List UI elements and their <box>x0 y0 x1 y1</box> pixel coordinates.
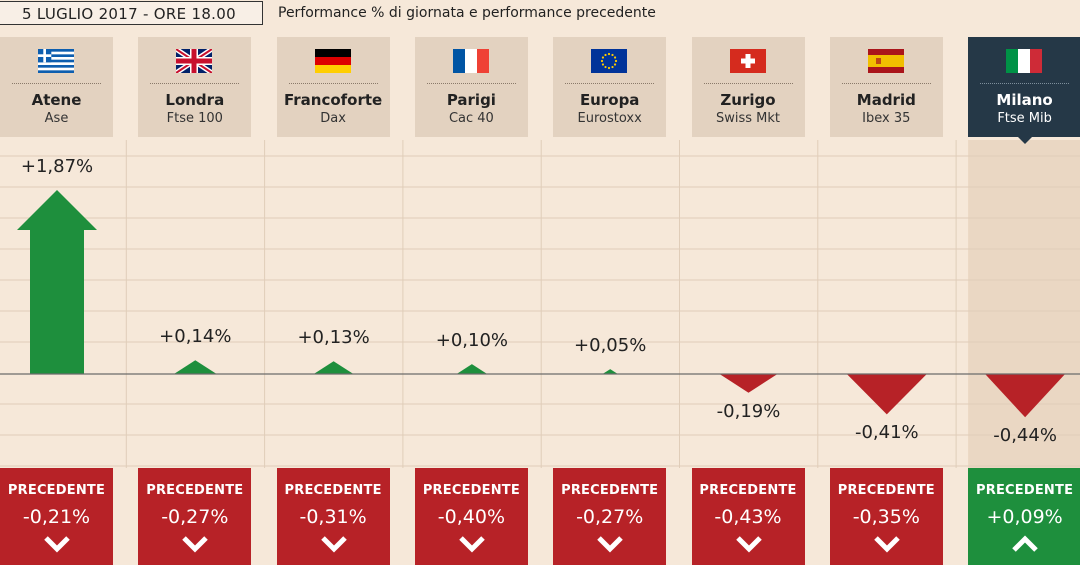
value-label-europa: +0,05% <box>574 335 647 357</box>
chart-subtitle: Performance % di giornata e performance … <box>278 5 656 21</box>
market-card-francoforte: Francoforte Dax <box>276 37 390 137</box>
previous-value: -0,40% <box>437 506 505 528</box>
card-divider <box>565 83 655 84</box>
switzerland-flag-icon <box>729 49 766 73</box>
city-name: Zurigo <box>720 91 776 109</box>
uk-flag-icon <box>176 49 213 73</box>
previous-value: -0,35% <box>852 506 920 528</box>
value-label-zurigo: -0,19% <box>716 400 781 422</box>
city-name: Londra <box>165 91 225 109</box>
date-time-label: 5 LUGLIO 2017 - ORE 18.00 <box>0 1 263 25</box>
previous-label: PRECEDENTE <box>976 483 1074 498</box>
previous-value: +0,09% <box>986 506 1063 528</box>
arrow-madrid <box>846 374 927 415</box>
value-label-francoforte: +0,13% <box>297 327 370 349</box>
chevron-down-icon <box>597 536 623 553</box>
previous-label: PRECEDENTE <box>7 483 106 498</box>
index-name: Cac 40 <box>448 111 494 126</box>
card-divider <box>703 83 793 84</box>
chevron-up-icon <box>1012 535 1038 552</box>
city-name: Francoforte <box>283 91 383 109</box>
arrow-parigi <box>456 364 488 374</box>
chevron-down-icon <box>44 536 70 553</box>
previous-box-londra: PRECEDENTE -0,27% <box>138 468 252 565</box>
index-name: Swiss Mkt <box>715 111 781 126</box>
arrow-milano <box>985 374 1066 418</box>
index-name: Ftse 100 <box>166 111 223 126</box>
chevron-down-icon <box>459 536 485 553</box>
previous-label: PRECEDENTE <box>284 483 382 498</box>
card-divider <box>426 83 516 84</box>
arrow-francoforte <box>313 361 354 374</box>
city-name: Europa <box>579 91 640 109</box>
greece-flag-icon <box>38 49 74 73</box>
arrow-europa <box>602 369 618 374</box>
city-name: Atene <box>31 91 82 109</box>
chevron-down-icon <box>182 536 209 553</box>
value-label-parigi: +0,10% <box>435 330 509 352</box>
chevron-down-icon <box>874 536 900 553</box>
arrow-zurigo <box>719 374 778 393</box>
previous-value: -0,27% <box>576 506 644 528</box>
city-name: Parigi <box>446 91 496 109</box>
previous-value: -0,27% <box>161 506 229 528</box>
value-label-madrid: -0,41% <box>854 422 919 444</box>
market-card-zurigo: Zurigo Swiss Mkt <box>691 37 805 137</box>
previous-label: PRECEDENTE <box>146 483 244 498</box>
previous-box-milano: PRECEDENTE +0,09% <box>968 468 1080 565</box>
previous-box-zurigo: PRECEDENTE -0,43% <box>691 468 805 565</box>
market-card-europa: Europa Eurostoxx <box>553 37 667 137</box>
card-divider <box>980 83 1070 84</box>
card-divider <box>288 83 378 84</box>
chevron-down-icon <box>320 536 347 553</box>
previous-value: -0,31% <box>299 506 367 528</box>
previous-box-europa: PRECEDENTE -0,27% <box>553 468 667 565</box>
france-flag-icon <box>452 49 489 73</box>
city-name: Milano <box>996 91 1053 109</box>
index-name: Dax <box>320 111 346 126</box>
city-name: Madrid <box>856 91 916 109</box>
spain-flag-icon <box>867 49 904 73</box>
market-card-parigi: Parigi Cac 40 <box>414 37 528 137</box>
previous-box-atene: PRECEDENTE -0,21% <box>0 468 113 565</box>
value-label-milano: -0,44% <box>993 425 1057 447</box>
eu-flag-icon <box>591 49 628 73</box>
chevron-down-icon <box>735 536 762 553</box>
germany-flag-icon <box>314 49 351 73</box>
value-label-londra: +0,14% <box>159 326 232 348</box>
value-label-atene: +1,87% <box>20 156 94 177</box>
previous-value: -0,43% <box>714 506 782 528</box>
highlight-notch <box>1018 137 1033 144</box>
previous-value: -0,21% <box>22 506 91 528</box>
previous-box-francoforte: PRECEDENTE -0,31% <box>276 468 390 565</box>
market-card-milano: Milano Ftse Mib <box>968 37 1080 144</box>
index-name: Eurostoxx <box>577 111 642 126</box>
italy-flag-icon <box>1006 49 1043 73</box>
highlight-column <box>968 140 1080 468</box>
market-card-madrid: Madrid Ibex 35 <box>829 37 943 137</box>
market-card-atene: Atene Ase <box>0 37 113 137</box>
arrow-londra <box>173 360 217 374</box>
card-divider <box>12 83 101 84</box>
previous-box-madrid: PRECEDENTE -0,35% <box>829 468 943 565</box>
previous-label: PRECEDENTE <box>422 483 520 498</box>
previous-label: PRECEDENTE <box>837 483 935 498</box>
previous-label: PRECEDENTE <box>561 483 659 498</box>
index-name: Ase <box>44 111 69 126</box>
arrow-atene <box>17 190 97 374</box>
market-card-londra: Londra Ftse 100 <box>138 37 252 137</box>
index-name: Ibex 35 <box>862 111 911 126</box>
header-bar: 5 LUGLIO 2017 - ORE 18.00 Performance % … <box>0 0 1080 30</box>
card-divider <box>150 83 240 84</box>
previous-box-parigi: PRECEDENTE -0,40% <box>414 468 528 565</box>
previous-label: PRECEDENTE <box>699 483 797 498</box>
index-name: Ftse Mib <box>997 111 1052 126</box>
card-divider <box>841 83 931 84</box>
